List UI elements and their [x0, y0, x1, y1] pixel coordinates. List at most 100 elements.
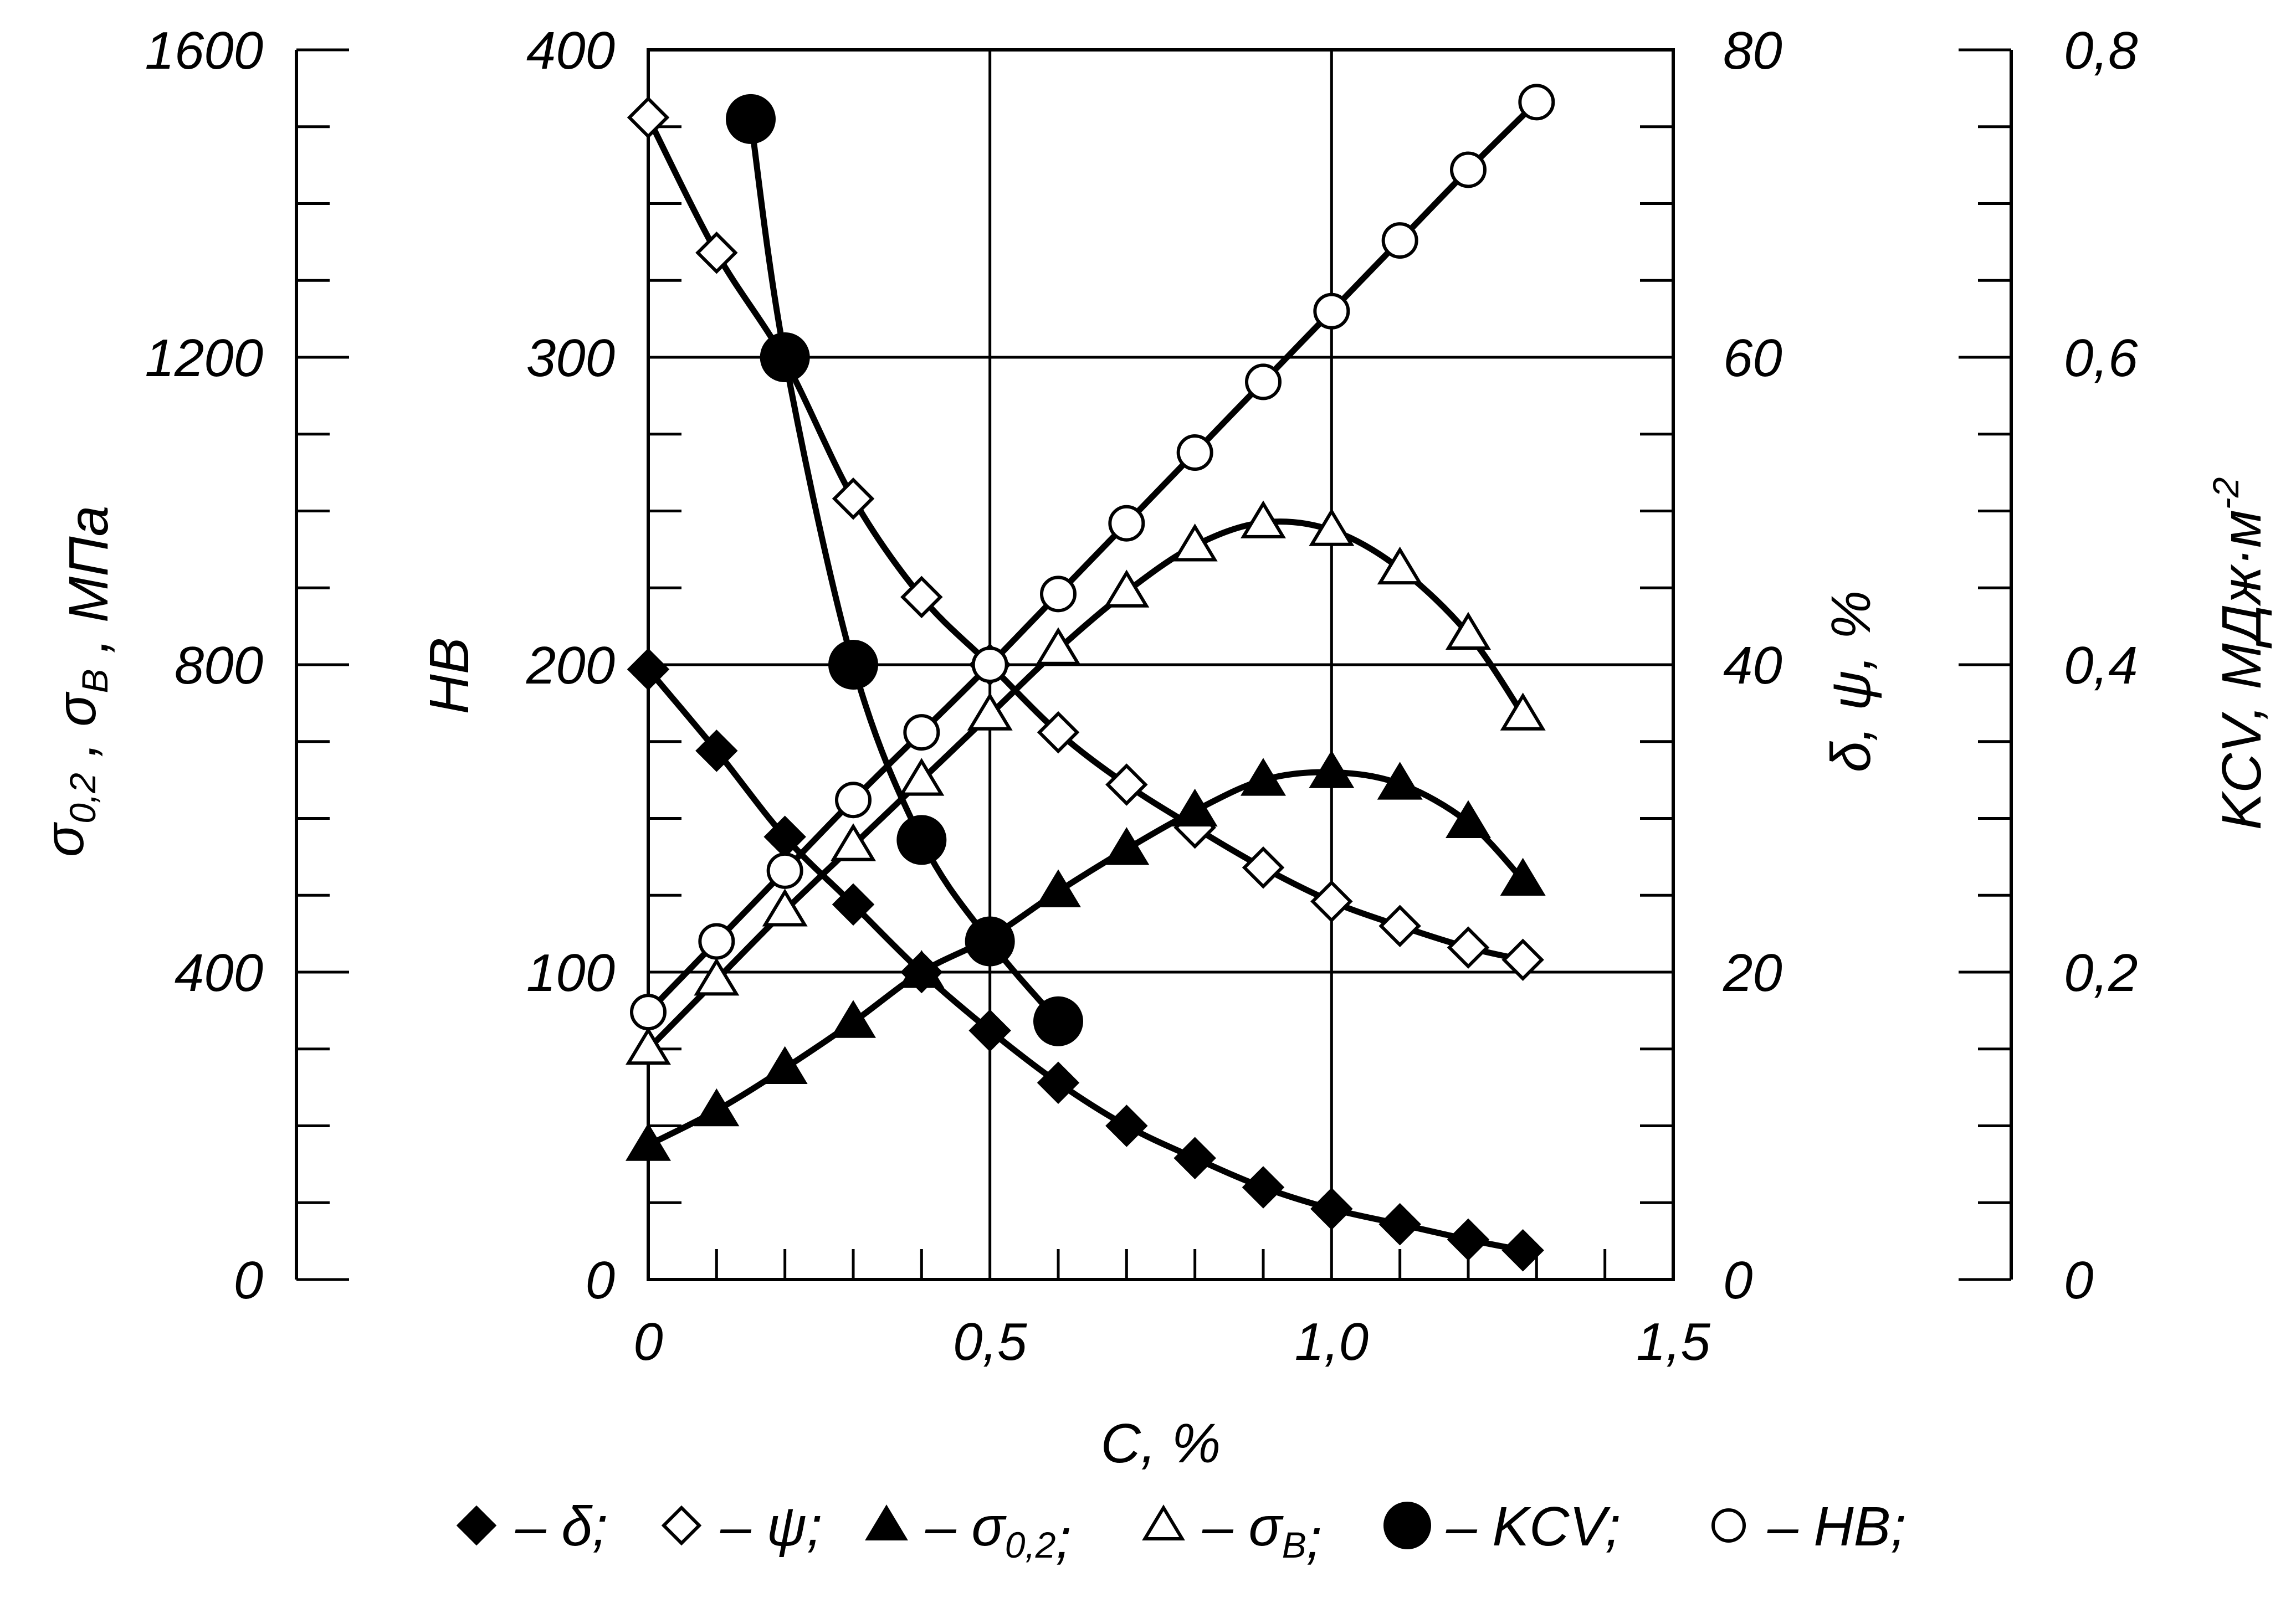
data-point [698, 923, 735, 960]
data-point [831, 823, 876, 861]
x-tick-label: 0,5 [953, 1312, 1027, 1371]
data-point [694, 1088, 740, 1127]
legend-marker [661, 1505, 702, 1546]
data-point [1309, 750, 1355, 788]
y-tick-label-plasticity: 40 [1723, 636, 1782, 695]
x-tick-label: 1,0 [1295, 1312, 1369, 1371]
data-point [695, 730, 738, 772]
y-axis-label-plasticity: δ, ψ, % [1820, 590, 1882, 772]
y-tick-label-kcv: 0 [2064, 1251, 2093, 1310]
data-point [1310, 880, 1353, 923]
data-point [900, 576, 943, 619]
series-strength-triangle-filled [626, 750, 1546, 1161]
data-point [1377, 546, 1423, 585]
legend-label: – σ0,2; [925, 1496, 1071, 1570]
y-tick-label-kcv: 0,2 [2064, 943, 2138, 1003]
data-point [1033, 996, 1083, 1046]
data-point [831, 1000, 876, 1038]
data-point [1446, 612, 1491, 650]
data-point [1037, 711, 1080, 754]
data-point [627, 96, 670, 139]
y-tick-label-strength: 1600 [145, 21, 263, 80]
x-tick-label: 1,5 [1636, 1312, 1710, 1371]
data-point [626, 1123, 671, 1161]
data-point [1447, 926, 1490, 969]
legend-marker [456, 1505, 497, 1546]
y-tick-label-hb: 300 [526, 328, 615, 388]
data-point [695, 232, 738, 274]
data-point [1105, 763, 1148, 806]
grid [647, 48, 1675, 1281]
data-point [1104, 827, 1150, 865]
y-tick-label-strength: 400 [175, 943, 263, 1003]
data-point [1450, 151, 1487, 188]
data-point [832, 883, 875, 926]
data-point [1108, 505, 1145, 542]
data-point [1447, 1218, 1490, 1261]
data-point [1040, 576, 1077, 613]
data-point [1501, 938, 1544, 982]
legend-label: – HB; [1767, 1496, 1906, 1558]
data-point [1310, 1188, 1353, 1230]
y-tick-label-strength: 1200 [145, 328, 263, 388]
data-point [1378, 905, 1421, 947]
legend-item: – δ; [456, 1496, 608, 1558]
data-point [1036, 627, 1081, 665]
data-point [1446, 800, 1491, 838]
data-point [1172, 523, 1218, 562]
legend-label: – δ; [515, 1496, 608, 1558]
data-point [835, 782, 872, 819]
data-point [1172, 788, 1218, 827]
y-tick-label-plasticity: 60 [1723, 328, 1782, 388]
y-tick-label-plasticity: 80 [1723, 21, 1782, 80]
y-tick-label-plasticity: 0 [1723, 1251, 1752, 1310]
x-axis-label: C, % [1101, 1412, 1221, 1475]
y-tick-label-hb: 100 [526, 943, 615, 1003]
y-tick-label-kcv: 0,8 [2064, 21, 2138, 80]
legend-marker [1383, 1502, 1431, 1549]
data-point [1173, 1137, 1216, 1180]
y-tick-label-hb: 200 [526, 636, 615, 695]
legend-item: – KCV; [1383, 1496, 1621, 1558]
data-point [1500, 692, 1546, 731]
data-point [1245, 363, 1282, 400]
data-point [1381, 222, 1418, 259]
x-tick-label: 0 [633, 1312, 663, 1371]
legend-marker [865, 1504, 908, 1540]
legend-item: – ψ; [661, 1496, 822, 1558]
legend: – δ; – ψ; – σ0,2; – σB; – KCV; – HB; [456, 1496, 1906, 1570]
data-point [626, 1026, 671, 1065]
series-hb-circle-open [630, 84, 1555, 1031]
legend-marker [1711, 1508, 1746, 1543]
data-point [627, 648, 670, 691]
data-point [1241, 500, 1286, 538]
legend-label: – ψ; [720, 1496, 822, 1558]
data-point [1378, 1203, 1421, 1246]
data-point [899, 950, 945, 988]
data-point [1036, 869, 1081, 907]
data-point [630, 994, 667, 1031]
data-point [1501, 1229, 1544, 1272]
series-plasticity-diamond-filled [627, 648, 1544, 1272]
data-point [899, 758, 945, 796]
y-tick-label-plasticity: 20 [1723, 943, 1782, 1003]
data-point [968, 1009, 1011, 1052]
data-point [1037, 1061, 1080, 1105]
data-point [1518, 84, 1555, 121]
data-point [1176, 434, 1213, 471]
data-point [762, 1046, 808, 1084]
data-point [760, 332, 810, 382]
data-point [896, 815, 947, 865]
y-tick-label-strength: 800 [175, 636, 263, 695]
data-point [1377, 762, 1423, 800]
data-point [903, 714, 940, 751]
data-point [1242, 846, 1285, 889]
data-point [828, 640, 878, 690]
data-point [726, 94, 776, 144]
series-kcv-circle-filled [726, 94, 1083, 1046]
data-point [1104, 569, 1150, 608]
data-point [762, 888, 808, 927]
series-strength-triangle-open [626, 500, 1546, 1065]
